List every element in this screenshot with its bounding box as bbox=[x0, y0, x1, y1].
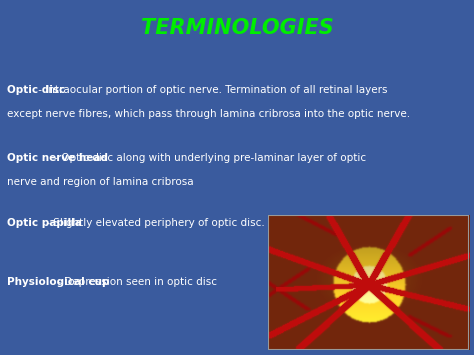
Text: - Slightly elevated periphery of optic disc.: - Slightly elevated periphery of optic d… bbox=[43, 218, 264, 228]
Text: Physiological cup: Physiological cup bbox=[7, 277, 109, 287]
Text: Optic papilla: Optic papilla bbox=[7, 218, 82, 228]
Text: - Depression seen in optic disc: - Depression seen in optic disc bbox=[54, 277, 217, 287]
Text: TERMINOLOGIES: TERMINOLOGIES bbox=[141, 18, 333, 38]
Text: - Intraocular portion of optic nerve. Termination of all retinal layers: - Intraocular portion of optic nerve. Te… bbox=[35, 85, 387, 95]
Text: Optic nerve head: Optic nerve head bbox=[7, 153, 108, 163]
Text: - Optic disc along with underlying pre-laminar layer of optic: - Optic disc along with underlying pre-l… bbox=[51, 153, 366, 163]
Text: nerve and region of lamina cribrosa: nerve and region of lamina cribrosa bbox=[7, 177, 194, 187]
Text: Optic disc: Optic disc bbox=[7, 85, 65, 95]
Text: except nerve fibres, which pass through lamina cribrosa into the optic nerve.: except nerve fibres, which pass through … bbox=[7, 109, 410, 119]
